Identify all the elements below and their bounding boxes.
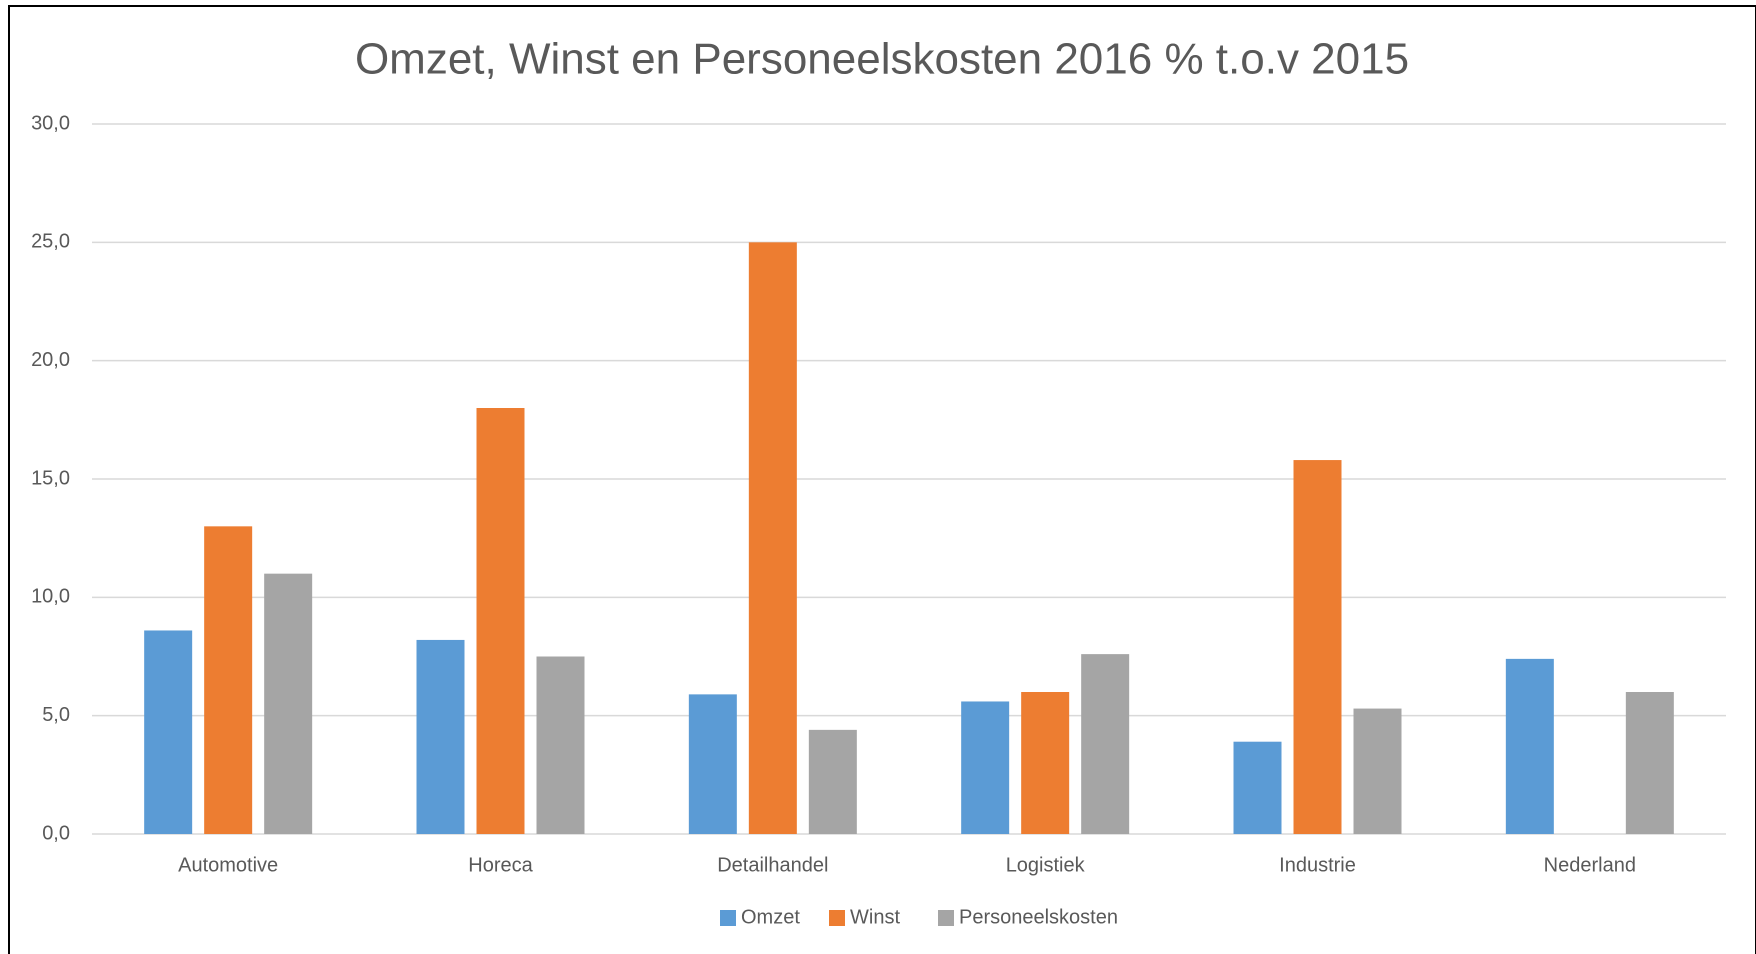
bar [1505, 658, 1554, 834]
legend-swatch [938, 910, 954, 926]
y-tick-label: 20,0 [31, 349, 70, 371]
y-tick-label: 10,0 [31, 586, 70, 608]
y-tick-label: 5,0 [42, 704, 70, 726]
legend-label: Personeelskosten [959, 906, 1118, 928]
bar [688, 694, 737, 834]
bar [416, 639, 465, 834]
legend-label: Omzet [741, 906, 800, 928]
bar [204, 526, 253, 834]
bar [1353, 708, 1402, 834]
bar [1021, 692, 1070, 834]
bar [748, 242, 797, 835]
x-tick-label: Nederland [1544, 854, 1636, 876]
x-tick-label: Detailhandel [717, 854, 828, 876]
y-tick-label: 15,0 [31, 467, 70, 489]
x-tick-label: Industrie [1279, 854, 1356, 876]
bar [1293, 460, 1342, 834]
x-tick-label: Horeca [468, 854, 533, 876]
bar [1081, 654, 1130, 834]
legend-label: Winst [850, 906, 900, 928]
legend-swatch [720, 910, 736, 926]
bar [808, 729, 857, 834]
bar [536, 656, 585, 834]
y-tick-label: 30,0 [31, 112, 70, 134]
bar [1625, 692, 1674, 834]
bar [961, 701, 1010, 834]
bar [264, 573, 313, 834]
x-tick-label: Logistiek [1006, 854, 1086, 876]
bar [1233, 741, 1282, 834]
bar [144, 630, 193, 834]
y-tick-label: 25,0 [31, 231, 70, 253]
bar [476, 408, 525, 834]
legend-swatch [829, 910, 845, 926]
y-tick-label: 0,0 [42, 822, 70, 844]
chart-title: Omzet, Winst en Personeelskosten 2016 % … [355, 35, 1409, 84]
x-tick-label: Automotive [178, 854, 278, 876]
